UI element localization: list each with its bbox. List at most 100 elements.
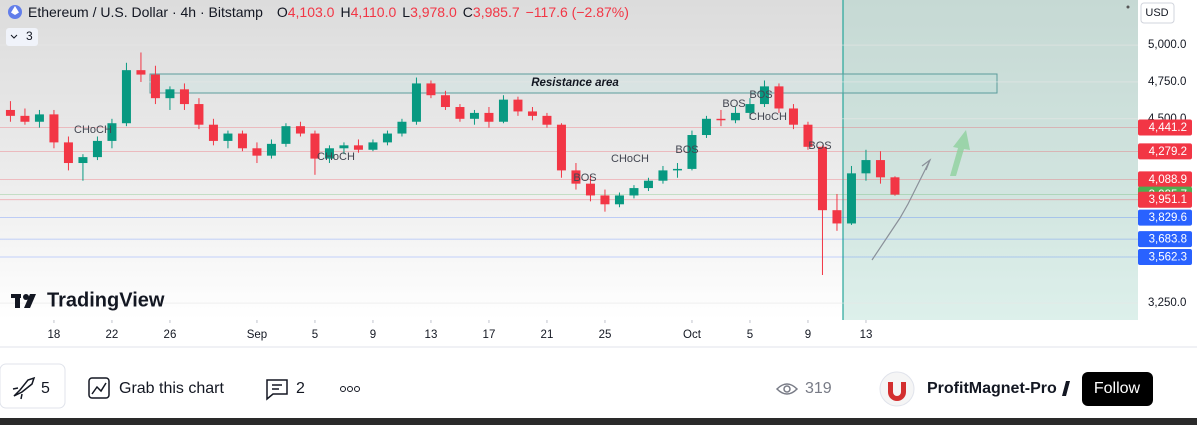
plot-background <box>0 0 1138 320</box>
candle-body <box>208 124 218 141</box>
x-tick-label: 13 <box>425 329 438 341</box>
currency-button[interactable] <box>1140 2 1175 24</box>
candle-body <box>861 160 871 174</box>
comment-icon <box>266 379 288 401</box>
candle-body <box>788 108 798 125</box>
dot <box>1126 5 1130 9</box>
rocket-icon <box>12 376 36 400</box>
candle-body <box>63 142 73 164</box>
annotation: BOS <box>675 144 698 156</box>
candle-body <box>382 133 392 143</box>
x-tick-label: 26 <box>164 329 177 341</box>
more-icon[interactable] <box>340 386 360 392</box>
annotation: Resistance area <box>531 77 619 89</box>
x-tick-label: 25 <box>599 329 612 341</box>
follow-button[interactable] <box>1082 372 1153 406</box>
boost-button[interactable] <box>0 363 66 409</box>
follow-label: Follow <box>1094 380 1141 397</box>
price-label: 4,441.2 <box>1149 122 1187 134</box>
candle-body <box>513 99 523 112</box>
eye-icon <box>775 383 799 395</box>
x-tick-label: 21 <box>541 329 554 341</box>
price-label: 4,088.9 <box>1149 174 1187 186</box>
price-label: 3,562.3 <box>1149 252 1187 264</box>
price-label: 4,279.2 <box>1149 146 1187 158</box>
candle-body <box>585 183 595 196</box>
candle-body <box>730 112 740 121</box>
ohlc-value: 3,978.0 <box>410 4 457 20</box>
annotation: CHoCH <box>74 124 112 136</box>
annotation: CHoCH <box>749 111 787 123</box>
ohlc-value: 4,110.0 <box>351 4 397 20</box>
candle-body <box>179 89 189 105</box>
x-tick-label: 9 <box>370 329 376 341</box>
ohlc-key: C <box>463 4 473 20</box>
candle-body <box>310 133 320 159</box>
price-label: 3,951.1 <box>1149 194 1187 206</box>
candle-body <box>817 146 827 211</box>
candle-body <box>484 112 494 122</box>
x-tick-label: 18 <box>48 329 61 341</box>
bottom-strip <box>0 418 1197 425</box>
candle-body <box>643 180 653 189</box>
candle-body <box>875 160 885 178</box>
candle-body <box>556 124 566 171</box>
candle-body <box>890 177 900 195</box>
candle-body <box>629 188 639 196</box>
candle-body <box>701 118 711 136</box>
candle-body <box>527 111 537 116</box>
avatar-logo <box>888 382 906 401</box>
candle-body <box>281 126 291 144</box>
candle-body <box>20 115 30 122</box>
candle-body <box>34 114 44 122</box>
avatar[interactable] <box>879 371 915 407</box>
price-label-box <box>1138 191 1192 208</box>
x-tick-label: 22 <box>106 329 119 341</box>
ohlc-key: H <box>340 4 350 20</box>
author[interactable]: ProfitMagnet-Pro <box>927 380 1057 397</box>
ohlc-key: O <box>277 4 288 20</box>
candle-body <box>5 109 15 116</box>
candle-body <box>49 114 59 143</box>
ohlc-value: 3,985.7 <box>473 4 520 20</box>
price-label: 3,683.8 <box>1149 234 1187 246</box>
candle-body <box>803 124 813 147</box>
candle-body <box>571 170 581 184</box>
header-line: Ethereum / U.S. Dollar · 4h · Bitstamp O… <box>28 4 629 20</box>
candle-body <box>150 74 160 99</box>
candle-body <box>600 195 610 205</box>
plot <box>0 44 1138 304</box>
x-tick-label: 13 <box>860 329 873 341</box>
indicators-toggle[interactable] <box>6 28 38 46</box>
boost-count: 5 <box>41 380 50 397</box>
candle-body <box>121 70 131 124</box>
candle-body <box>136 70 146 75</box>
candle-body <box>223 133 233 141</box>
candle-body <box>469 112 479 119</box>
candle-body <box>759 86 769 105</box>
forecast-zone <box>843 0 1138 320</box>
candle-body <box>774 86 784 109</box>
resistance-box <box>149 73 998 94</box>
price-label-box <box>1138 231 1192 248</box>
ohlc-key: L <box>402 4 410 20</box>
candle-body <box>832 210 842 224</box>
price-label-box <box>1138 249 1192 266</box>
annotation: BOS <box>808 140 831 152</box>
grab-icon-line <box>91 382 107 395</box>
y-tick-label: 5,000.0 <box>1148 39 1186 51</box>
candle-body <box>745 104 755 113</box>
price-label-box <box>1138 209 1192 226</box>
logo: TradingView <box>47 289 165 311</box>
candle-body <box>846 173 856 224</box>
candle-body <box>252 148 262 156</box>
comment-count[interactable]: 2 <box>296 380 305 397</box>
candle-body <box>324 148 334 159</box>
candle-body <box>165 89 175 99</box>
candle-body <box>672 168 682 171</box>
annotation: BOS <box>749 89 772 101</box>
grab-chart[interactable]: Grab this chart <box>119 380 224 397</box>
price-label-box <box>1138 143 1192 160</box>
candle-body <box>455 107 465 119</box>
